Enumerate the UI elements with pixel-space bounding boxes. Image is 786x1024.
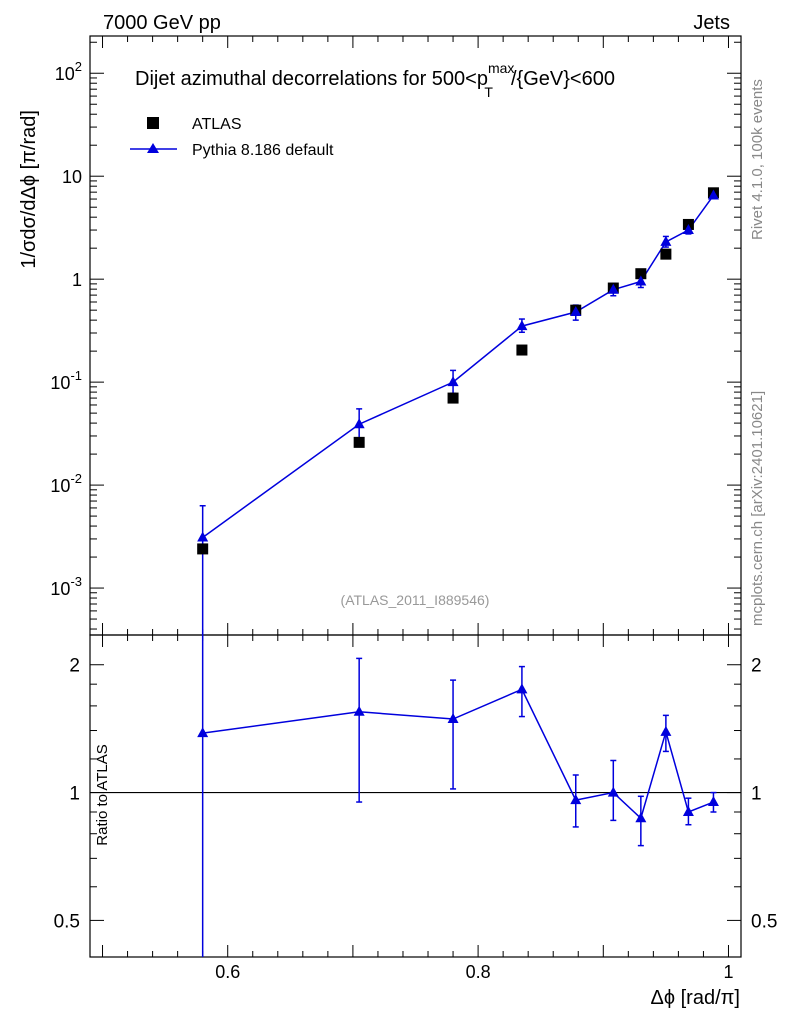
ratio-point — [447, 713, 459, 724]
pythia-point — [682, 224, 694, 235]
ratio-tick-label-right: 2 — [751, 656, 762, 677]
rivet-version-label: Rivet 4.1.0, 100k events — [749, 79, 766, 240]
ratio-tick-label-left: 1 — [69, 784, 80, 805]
atlas-point — [635, 268, 647, 280]
legend: ATLAS Pythia 8.186 default — [130, 116, 334, 159]
tick-labels: 0.6 0.8 1 10-3 10-2 10-1 1 10 102 0.5 0.5 1 1 2 2 — [50, 59, 777, 982]
y-tick-label: 1 — [72, 270, 82, 290]
analysis-id-watermark: (ATLAS_2011_I889546) — [341, 592, 490, 608]
atlas-point — [447, 392, 459, 404]
legend-pythia-label: Pythia 8.186 default — [192, 142, 334, 159]
chart-title: Dijet azimuthal decorrelations for 500<p… — [135, 60, 615, 100]
ratio-point — [516, 683, 528, 694]
ratio-axis-label: Ratio to ATLAS — [94, 744, 111, 845]
header-energy-label: 7000 GeV pp — [103, 12, 221, 34]
y-tick-label: 10-1 — [50, 368, 82, 393]
ratio-tick-label-left: 0.5 — [54, 911, 80, 932]
atlas-point — [516, 344, 528, 356]
atlas-point — [353, 436, 365, 448]
pythia-point — [635, 275, 647, 286]
x-tick-label: 0.6 — [215, 962, 240, 982]
y-axis-label: 1/σdσ/dΔϕ [π/rad] — [18, 110, 40, 269]
main-panel-frame — [89, 35, 742, 636]
x-tick-label: 0.8 — [466, 962, 491, 982]
pythia-point — [197, 531, 209, 542]
legend-atlas-marker — [147, 117, 159, 129]
x-tick-label: 1 — [723, 962, 733, 982]
ratio-panel-frame — [89, 634, 742, 958]
ratio-point — [682, 806, 694, 817]
y-tick-label: 10-2 — [50, 471, 82, 496]
pythia-point — [570, 305, 582, 316]
atlas-point — [197, 543, 209, 555]
ratio-tick-label-right: 1 — [751, 784, 762, 805]
pythia-point — [516, 320, 528, 331]
ratio-tick-label-left: 2 — [69, 656, 80, 677]
y-tick-label: 10-3 — [50, 574, 82, 599]
legend-pythia-marker — [147, 143, 159, 153]
pythia-point — [353, 418, 365, 429]
header-process-label: Jets — [693, 12, 730, 34]
ratio-tick-label-right: 0.5 — [751, 911, 777, 932]
ratio-series-line — [202, 688, 714, 820]
pythia-series-line — [202, 195, 715, 539]
ratio-point — [607, 786, 619, 797]
atlas-point — [660, 248, 672, 260]
x-axis-label: Δϕ [rad/π] — [651, 987, 741, 1009]
ratio-point — [707, 796, 719, 807]
data-marks — [90, 187, 741, 957]
pythia-point — [707, 189, 719, 200]
pythia-point — [447, 376, 459, 387]
axes-ticks — [90, 36, 741, 957]
ratio-point — [660, 725, 672, 736]
ratio-point — [570, 794, 582, 805]
mcplots-site-label: mcplots.cern.ch [arXiv:2401.10621] — [749, 391, 766, 626]
ratio-point — [353, 705, 365, 716]
pythia-point — [660, 235, 672, 246]
y-tick-label: 10 — [62, 167, 82, 187]
ratio-point — [635, 812, 647, 823]
ratio-point — [197, 727, 209, 738]
legend-atlas-label: ATLAS — [192, 116, 242, 133]
y-tick-label: 102 — [55, 59, 82, 84]
pythia-point — [607, 283, 619, 294]
